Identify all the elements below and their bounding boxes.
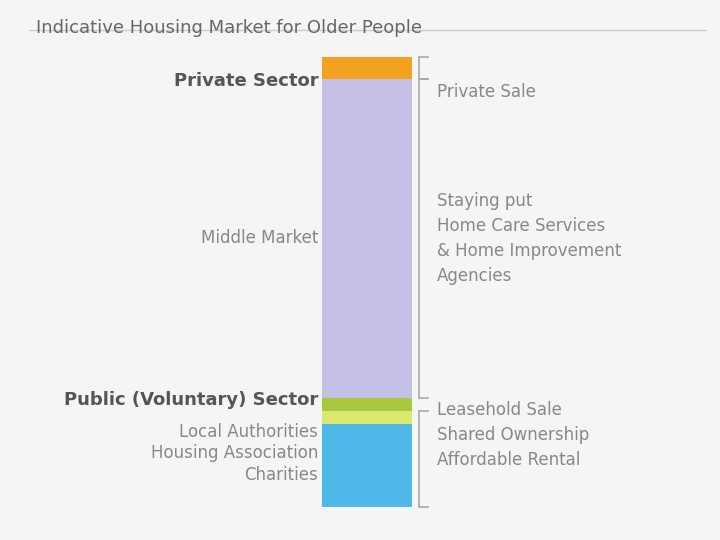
Text: Middle Market: Middle Market — [201, 229, 318, 247]
Text: Local Authorities: Local Authorities — [179, 423, 318, 441]
Text: Private Sector: Private Sector — [174, 72, 318, 90]
Text: Charities: Charities — [245, 465, 318, 484]
Text: Housing Association: Housing Association — [151, 444, 318, 462]
Bar — [322, 424, 413, 507]
Text: Private Sale: Private Sale — [437, 83, 536, 101]
Text: Staying put
Home Care Services
& Home Improvement
Agencies: Staying put Home Care Services & Home Im… — [437, 192, 621, 285]
Text: Leasehold Sale
Shared Ownership
Affordable Rental: Leasehold Sale Shared Ownership Affordab… — [437, 401, 589, 469]
Text: Public (Voluntary) Sector: Public (Voluntary) Sector — [64, 392, 318, 409]
Bar — [322, 57, 413, 79]
Text: Indicative Housing Market for Older People: Indicative Housing Market for Older Peop… — [36, 19, 422, 37]
Bar — [322, 397, 413, 411]
Bar — [322, 411, 413, 424]
Bar — [322, 79, 413, 397]
